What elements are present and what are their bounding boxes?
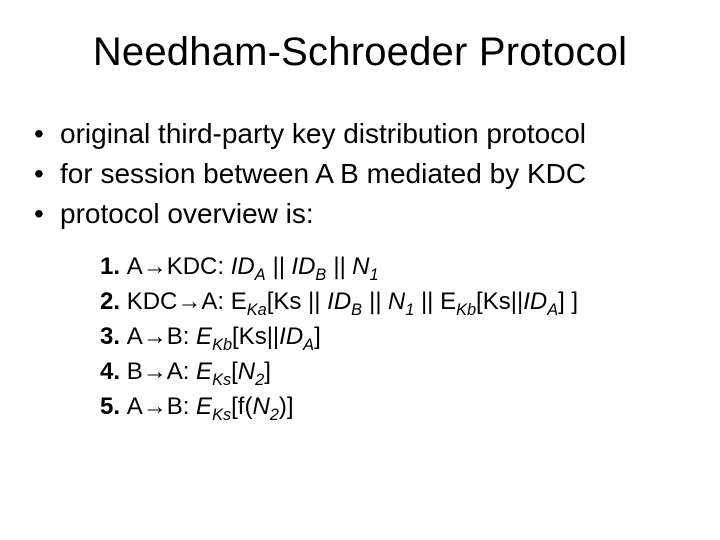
protocol-steps: 1. A→KDC: IDA || IDB || N1 2. KDC→A: EKa…	[30, 250, 690, 424]
step-text: N	[252, 393, 269, 420]
subscript: 2	[255, 371, 264, 389]
step-text: ]	[314, 323, 321, 350]
step-text: ID	[523, 288, 547, 315]
protocol-step: 5. A→B: EKs[f(N2)]	[100, 390, 690, 425]
step-prefix: A→B:	[127, 393, 190, 420]
bullet-item: for session between A B mediated by KDC	[30, 155, 690, 193]
step-text: || E	[414, 288, 456, 315]
step-number: 1.	[100, 253, 120, 280]
slide: Needham-Schroeder Protocol original thir…	[0, 0, 720, 540]
step-number: 4.	[100, 358, 120, 385]
step-text: [	[231, 358, 238, 385]
step-text: ] ]	[558, 288, 578, 315]
step-text: ID	[279, 323, 303, 350]
step-prefix: KDC→A:	[127, 288, 224, 315]
protocol-step: 3. A→B: EKb[Ks||IDA]	[100, 320, 690, 355]
step-text: ID	[224, 253, 255, 280]
subscript: B	[351, 301, 362, 319]
bullet-item: original third-party key distribution pr…	[30, 115, 690, 153]
step-number: 5.	[100, 393, 120, 420]
subscript: Kb	[456, 301, 476, 319]
step-prefix: A→B:	[127, 323, 190, 350]
slide-title: Needham-Schroeder Protocol	[30, 30, 690, 75]
step-prefix: B→A:	[127, 358, 190, 385]
step-text: ]	[264, 358, 271, 385]
step-text: [f(	[231, 393, 252, 420]
bullet-item: protocol overview is:	[30, 195, 690, 233]
step-text: [Ks ||	[267, 288, 327, 315]
protocol-step: 4. B→A: EKs[N2]	[100, 355, 690, 390]
subscript: 1	[369, 266, 378, 284]
subscript: Kb	[212, 336, 232, 354]
step-text: N	[238, 358, 255, 385]
step-text: || N	[362, 288, 405, 315]
step-text: )]	[279, 393, 294, 420]
step-text: E	[189, 393, 212, 420]
subscript: 2	[270, 405, 279, 423]
step-text: || ID	[266, 253, 316, 280]
subscript: A	[547, 301, 558, 319]
subscript: A	[255, 266, 266, 284]
subscript: B	[315, 266, 326, 284]
step-text: || N	[326, 253, 369, 280]
protocol-step: 2. KDC→A: EKa[Ks || IDB || N1 || EKb[Ks|…	[100, 285, 690, 320]
step-text: ID	[327, 288, 351, 315]
subscript: 1	[405, 301, 414, 319]
step-prefix: A→KDC:	[127, 253, 224, 280]
subscript: Ks	[212, 371, 231, 389]
step-text: [Ks||	[232, 323, 279, 350]
step-text: E	[189, 323, 212, 350]
step-text: [Ks||	[476, 288, 523, 315]
subscript: Ka	[247, 301, 267, 319]
protocol-step: 1. A→KDC: IDA || IDB || N1	[100, 250, 690, 285]
step-number: 2.	[100, 288, 120, 315]
bullet-list: original third-party key distribution pr…	[30, 115, 690, 232]
step-text: E	[224, 288, 247, 315]
subscript: A	[303, 336, 314, 354]
step-number: 3.	[100, 323, 120, 350]
subscript: Ks	[212, 405, 231, 423]
step-text: E	[189, 358, 212, 385]
